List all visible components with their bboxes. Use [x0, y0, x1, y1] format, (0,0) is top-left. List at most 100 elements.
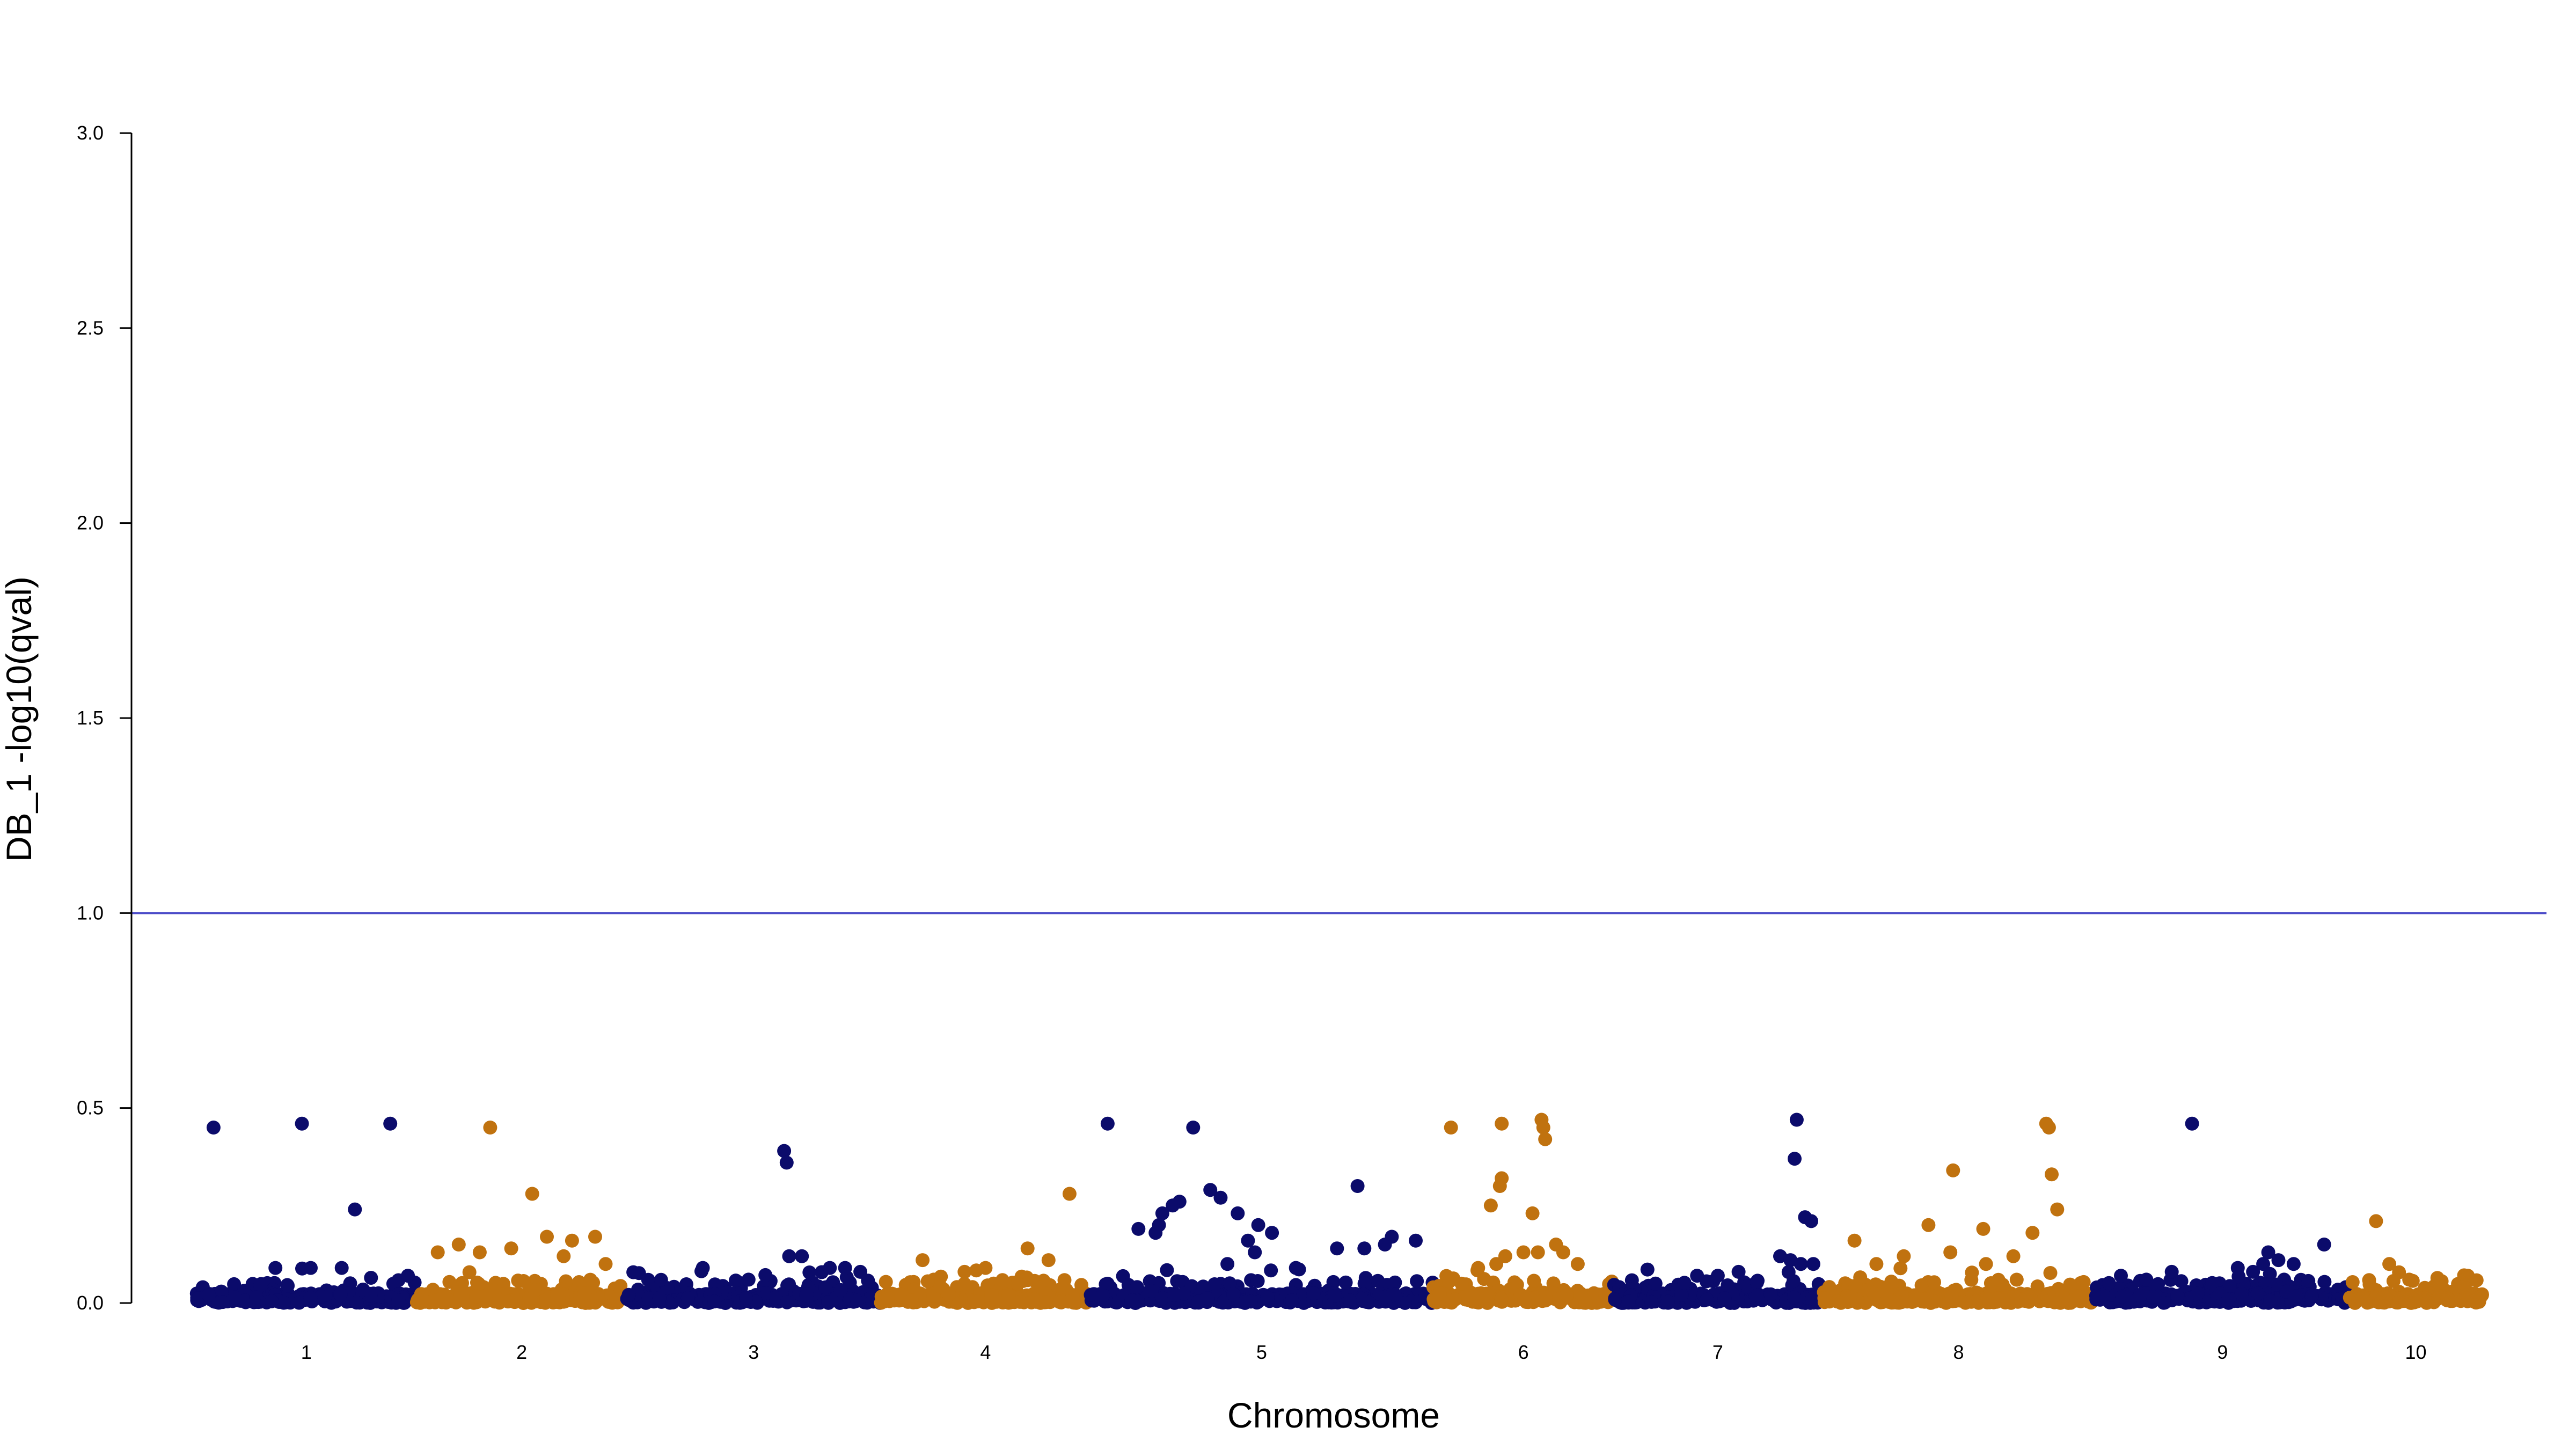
data-point	[1409, 1233, 1423, 1248]
chromosome-4-points	[874, 1187, 1097, 1310]
data-point	[1965, 1265, 1979, 1280]
data-point	[1483, 1198, 1498, 1213]
data-point	[1220, 1257, 1235, 1271]
data-point	[853, 1264, 868, 1279]
data-point	[2402, 1272, 2417, 1287]
data-point	[652, 1291, 667, 1305]
data-point	[1243, 1294, 1258, 1309]
data-point	[2261, 1245, 2275, 1260]
data-point	[1677, 1276, 1692, 1290]
data-point	[1355, 1292, 1369, 1306]
chromosome-8-points	[1817, 1116, 2100, 1310]
data-point	[1378, 1238, 1392, 1252]
data-point	[833, 1283, 848, 1297]
data-point	[626, 1265, 641, 1279]
data-point	[2317, 1275, 2332, 1289]
data-points	[189, 1113, 2489, 1310]
data-point	[2055, 1287, 2070, 1301]
data-point	[1538, 1132, 1553, 1146]
data-point	[1326, 1275, 1341, 1289]
data-point	[739, 1291, 753, 1305]
data-point	[1516, 1245, 1531, 1260]
data-point	[2304, 1289, 2319, 1303]
data-point	[1213, 1190, 1228, 1205]
data-point	[1648, 1276, 1663, 1291]
data-point	[1843, 1290, 1857, 1305]
y-tick-label: 0.5	[77, 1097, 104, 1119]
x-tick-label: 2	[516, 1341, 527, 1363]
data-point	[1155, 1291, 1169, 1305]
data-point	[1644, 1294, 1659, 1309]
data-point	[314, 1289, 328, 1304]
data-point	[1145, 1284, 1159, 1298]
data-point	[1991, 1291, 2006, 1306]
data-point	[268, 1261, 283, 1275]
data-point	[1061, 1294, 1075, 1309]
data-point	[1914, 1278, 1929, 1292]
data-point	[1465, 1286, 1480, 1301]
data-point	[1166, 1198, 1180, 1213]
data-point	[2234, 1287, 2249, 1301]
data-point	[2408, 1291, 2423, 1305]
data-point	[2009, 1272, 2024, 1287]
data-point	[2270, 1277, 2284, 1292]
data-point	[1847, 1233, 1862, 1248]
data-point	[411, 1292, 425, 1307]
data-point	[2354, 1291, 2368, 1306]
data-point	[654, 1272, 668, 1287]
data-point	[621, 1287, 636, 1302]
chromosome-5-points	[1084, 1116, 1440, 1310]
data-point	[451, 1238, 466, 1252]
x-axis-title: Chromosome	[1227, 1395, 1440, 1435]
data-point	[907, 1282, 921, 1297]
data-point	[1517, 1292, 1532, 1307]
data-point	[1251, 1218, 1265, 1232]
data-point	[2221, 1293, 2235, 1307]
data-point	[818, 1280, 833, 1294]
data-point	[1041, 1253, 1056, 1268]
data-point	[333, 1287, 348, 1301]
data-point	[1289, 1261, 1303, 1275]
data-point	[1570, 1257, 1585, 1271]
y-tick-label: 2.0	[77, 512, 104, 534]
x-tick-label: 1	[301, 1341, 312, 1363]
data-point	[2230, 1261, 2245, 1275]
data-point	[334, 1261, 349, 1275]
data-point	[276, 1296, 291, 1310]
data-point	[304, 1261, 318, 1275]
y-tick-label: 1.5	[77, 707, 104, 729]
data-point	[1013, 1294, 1027, 1309]
data-point	[1489, 1257, 1504, 1271]
data-point	[1338, 1275, 1353, 1290]
data-point	[504, 1241, 518, 1256]
data-point	[1700, 1292, 1714, 1307]
data-point	[1160, 1263, 1174, 1277]
data-point	[483, 1121, 497, 1135]
data-point	[1494, 1292, 1509, 1306]
data-point	[1350, 1179, 1365, 1193]
data-point	[2114, 1269, 2128, 1283]
x-tick-label: 8	[1953, 1341, 1964, 1363]
data-point	[1991, 1272, 2006, 1287]
data-point	[2461, 1269, 2475, 1283]
data-point	[2441, 1292, 2455, 1306]
data-point	[1124, 1293, 1139, 1308]
data-point	[1203, 1183, 1218, 1197]
data-point	[1848, 1279, 1863, 1293]
data-point	[1943, 1245, 1958, 1260]
data-point	[1024, 1295, 1038, 1309]
data-point	[1710, 1269, 1725, 1283]
data-point	[2435, 1280, 2449, 1294]
data-point	[1186, 1121, 1201, 1135]
data-point	[1208, 1277, 1222, 1291]
data-point	[2205, 1276, 2219, 1290]
data-point	[1921, 1218, 1936, 1232]
data-point	[228, 1290, 242, 1305]
data-point	[1525, 1206, 1540, 1220]
data-point	[363, 1289, 378, 1303]
data-point	[2025, 1226, 2040, 1240]
data-point	[1388, 1287, 1402, 1302]
x-tick-label: 9	[2217, 1341, 2228, 1363]
data-point	[1979, 1257, 1993, 1271]
data-point	[2164, 1264, 2179, 1279]
